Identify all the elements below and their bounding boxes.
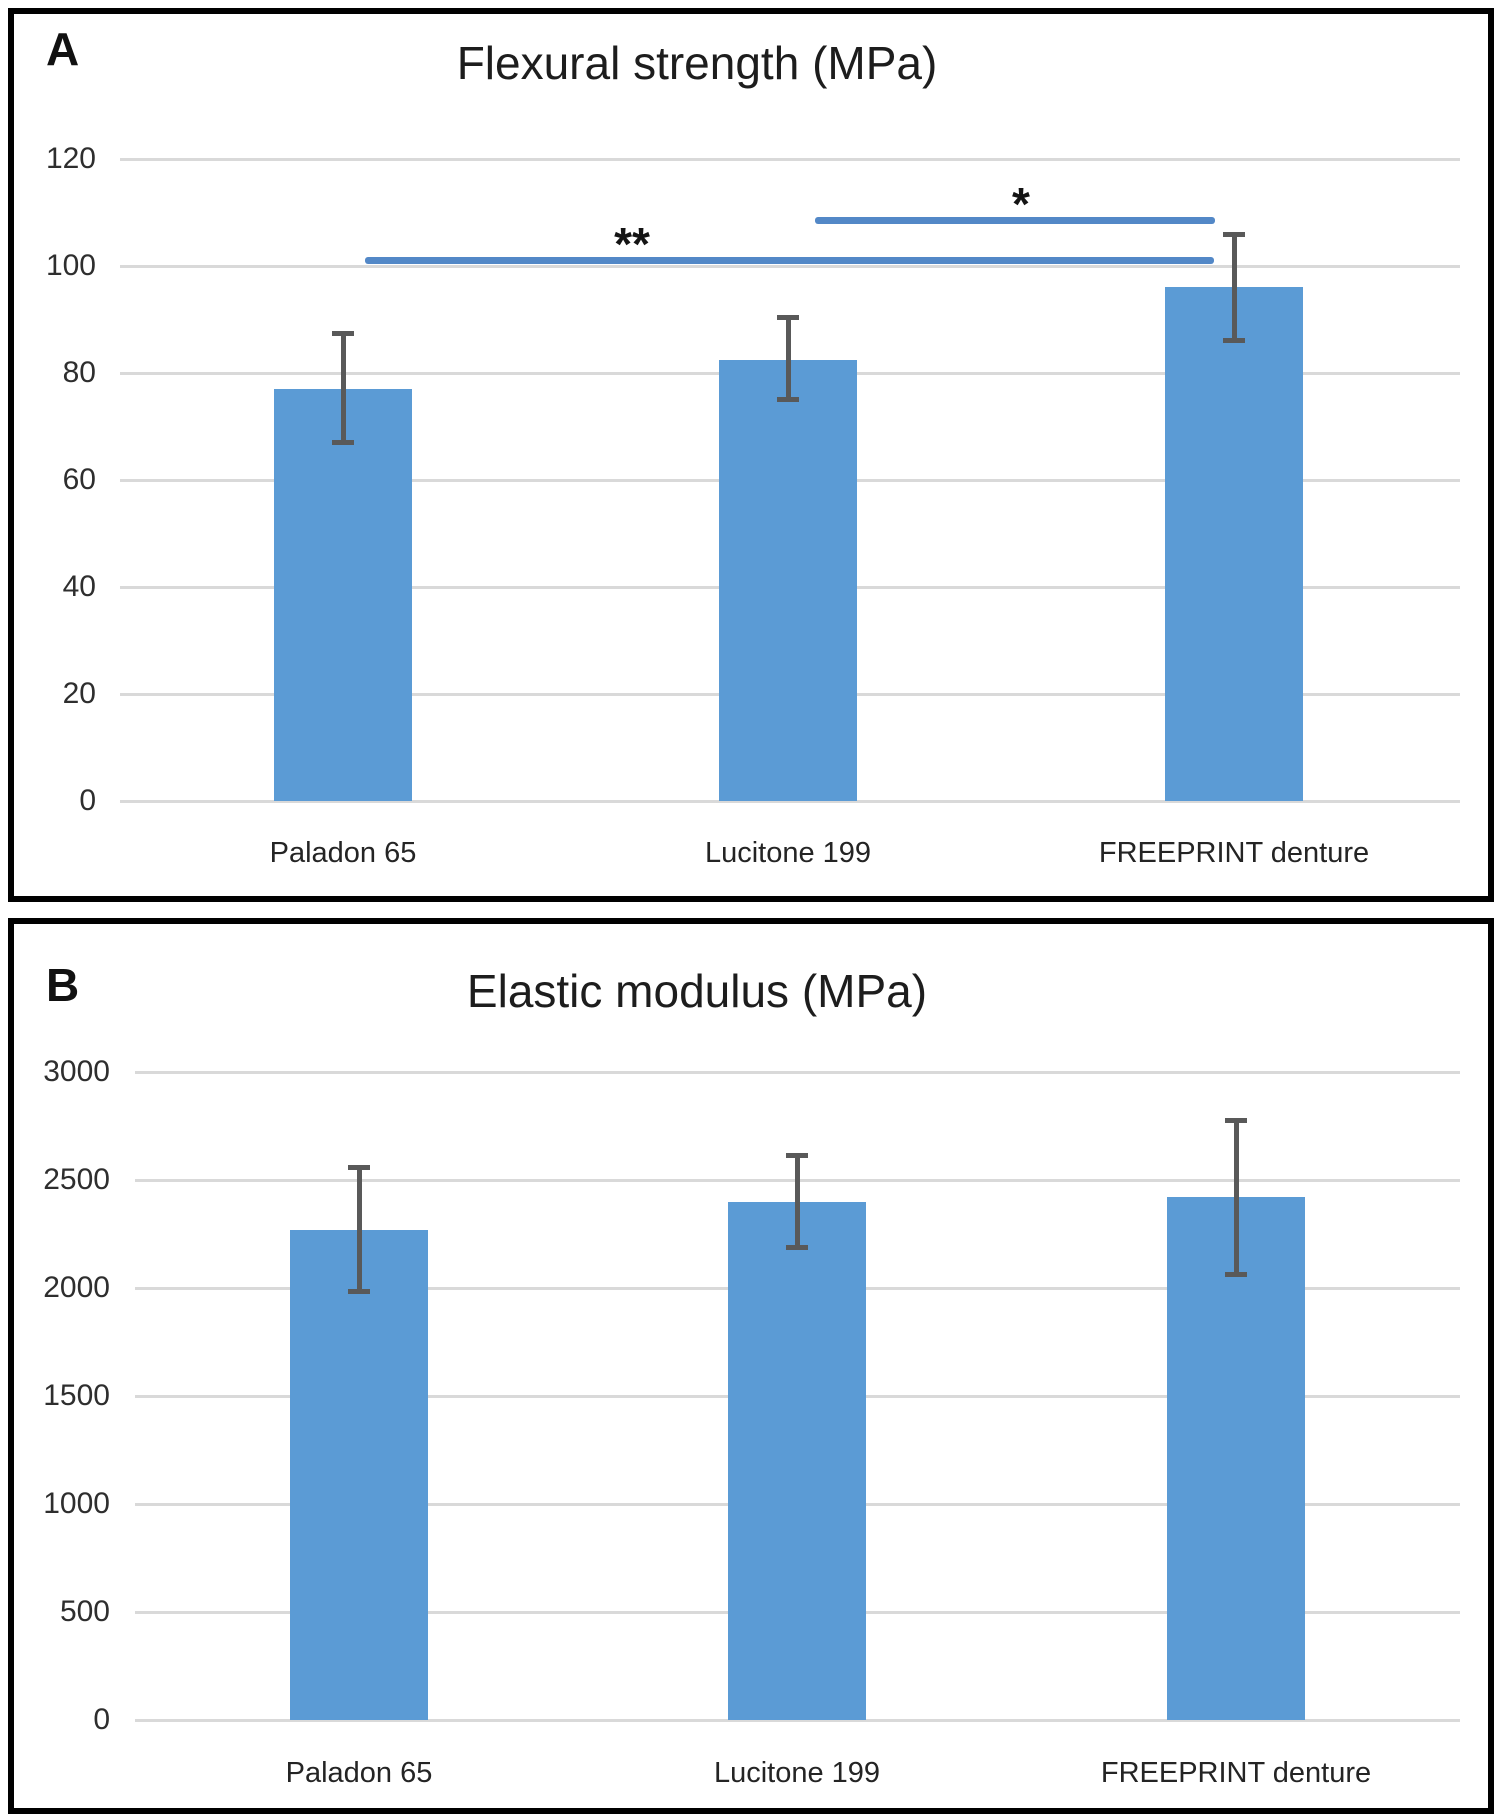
bar-freeprint-denture	[1167, 1197, 1305, 1720]
x-category-label: Paladon 65	[285, 1757, 433, 1789]
y-tick-label: 1500	[43, 1379, 110, 1412]
y-tick-label: 100	[45, 249, 96, 282]
y-tick-label: 1000	[43, 1487, 110, 1520]
error-bar	[356, 1167, 362, 1293]
x-category-label: Lucitone 199	[704, 837, 872, 869]
y-tick-label: 40	[62, 570, 96, 603]
error-cap-top	[1225, 1117, 1247, 1123]
error-bar	[1233, 1119, 1239, 1276]
error-cap-top	[777, 314, 799, 320]
y-tick-label: 60	[62, 463, 96, 496]
error-cap-bottom	[1225, 1272, 1247, 1278]
y-tick-label: 20	[62, 677, 96, 710]
y-tick-label: 120	[45, 142, 96, 175]
gridline-y-3000	[135, 1071, 1460, 1074]
significance-label: **	[614, 217, 650, 270]
y-tick-label: 80	[62, 356, 96, 389]
panel-b-letter: B	[46, 959, 80, 1011]
y-tick-label: 2000	[43, 1271, 110, 1304]
x-category-label: FREEPRINT denture	[1100, 1757, 1372, 1789]
panel-a-letter: A	[46, 23, 80, 75]
bar-paladon-65	[290, 1229, 428, 1720]
significance-line	[365, 257, 1214, 265]
bar-lucitone-199	[719, 359, 857, 801]
error-cap-top	[1223, 231, 1245, 237]
error-bar	[794, 1155, 800, 1249]
y-tick-label: 2500	[43, 1163, 110, 1196]
significance-label: *	[1012, 177, 1030, 230]
error-cap-top	[332, 330, 354, 336]
x-category-label: Paladon 65	[269, 837, 417, 869]
x-category-label: Lucitone 199	[713, 1757, 881, 1789]
panel-b-title: Elastic modulus (MPa)	[466, 965, 928, 1017]
panel-a-title: Flexural strength (MPa)	[456, 37, 938, 89]
error-cap-top	[348, 1165, 370, 1171]
gridline-y-120	[120, 158, 1460, 161]
x-category-label: FREEPRINT denture	[1098, 837, 1370, 869]
significance-line	[815, 217, 1215, 225]
bar-freeprint-denture	[1165, 287, 1303, 801]
error-bar	[340, 332, 346, 443]
error-cap-top	[786, 1153, 808, 1159]
y-tick-label: 0	[93, 1703, 110, 1736]
error-cap-bottom	[332, 439, 354, 445]
gridline-y-0	[135, 1719, 1460, 1722]
gridline-y-0	[120, 800, 1460, 803]
gridline-y-100	[120, 265, 1460, 268]
error-bar	[785, 316, 791, 400]
error-cap-bottom	[348, 1289, 370, 1295]
bar-lucitone-199	[728, 1201, 866, 1720]
y-tick-label: 500	[59, 1595, 110, 1628]
error-cap-bottom	[786, 1245, 808, 1251]
error-cap-bottom	[1223, 337, 1245, 343]
error-bar	[1231, 233, 1237, 341]
bar-paladon-65	[274, 389, 412, 801]
y-tick-label: 0	[79, 784, 96, 817]
error-cap-bottom	[777, 396, 799, 402]
y-tick-label: 3000	[43, 1055, 110, 1088]
